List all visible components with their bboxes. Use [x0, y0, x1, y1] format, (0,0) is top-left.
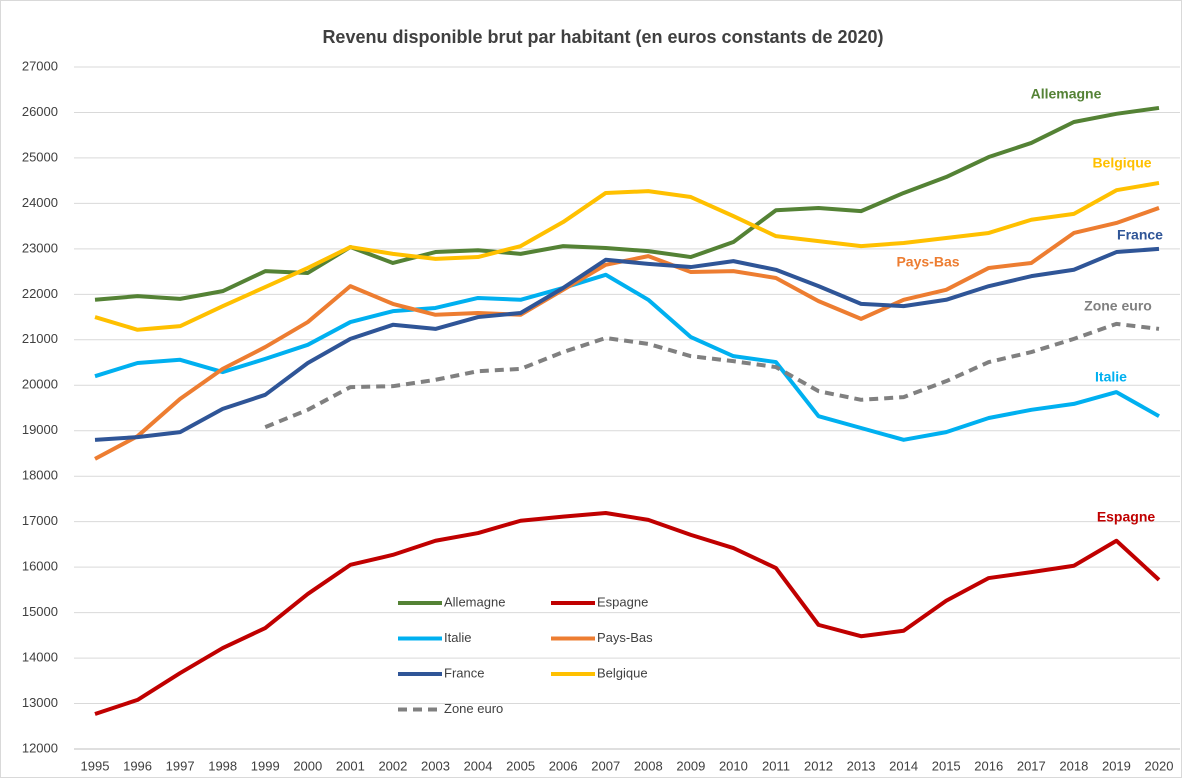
x-tick-label: 2011: [762, 758, 790, 773]
y-tick-label: 21000: [22, 331, 58, 346]
y-tick-label: 18000: [22, 468, 58, 483]
x-tick-label: 1996: [123, 758, 152, 773]
legend-label: Allemagne: [444, 594, 505, 609]
x-tick-label: 2000: [293, 758, 322, 773]
x-tick-label: 2006: [549, 758, 578, 773]
y-tick-label: 12000: [22, 740, 58, 755]
x-tick-label: 2012: [804, 758, 833, 773]
series-end-label: Italie: [1095, 369, 1127, 385]
series-line: [264, 321, 1160, 429]
y-tick-label: 23000: [22, 240, 58, 255]
x-tick-label: 2018: [1059, 758, 1088, 773]
y-tick-label: 26000: [22, 104, 58, 119]
x-tick-label: 2005: [506, 758, 535, 773]
x-tick-label: 2015: [932, 758, 961, 773]
x-tick-label: 2019: [1102, 758, 1131, 773]
series-end-label: Allemagne: [1031, 86, 1102, 102]
x-tick-label: 2008: [634, 758, 663, 773]
x-tick-label: 2016: [974, 758, 1003, 773]
series-line: [94, 180, 1160, 332]
y-tick-label: 13000: [22, 695, 58, 710]
x-tick-label: 2010: [719, 758, 748, 773]
series-end-label: Zone euro: [1084, 298, 1152, 314]
series-end-label: Pays-Bas: [896, 254, 959, 270]
x-tick-label: 2004: [464, 758, 493, 773]
legend-label: Zone euro: [444, 701, 503, 716]
series-line: [94, 246, 1160, 442]
series-end-label: Espagne: [1097, 509, 1156, 525]
y-tick-label: 25000: [22, 149, 58, 164]
legend-label: France: [444, 665, 484, 680]
legend-label: Belgique: [597, 665, 648, 680]
series-line: [94, 272, 1160, 442]
x-tick-label: 2017: [1017, 758, 1046, 773]
x-tick-label: 2013: [847, 758, 876, 773]
x-tick-label: 2009: [676, 758, 705, 773]
y-tick-label: 15000: [22, 604, 58, 619]
x-tick-label: 2020: [1145, 758, 1174, 773]
series-end-label: France: [1117, 227, 1163, 243]
x-tick-label: 1999: [251, 758, 280, 773]
y-tick-label: 27000: [22, 58, 58, 73]
x-tick-label: 1995: [81, 758, 110, 773]
legend-label: Italie: [444, 630, 471, 645]
x-tick-label: 2007: [591, 758, 620, 773]
y-tick-label: 16000: [22, 559, 58, 574]
legend-label: Pays-Bas: [597, 630, 653, 645]
x-tick-label: 2003: [421, 758, 450, 773]
series-line: [94, 105, 1160, 302]
x-tick-label: 1997: [166, 758, 195, 773]
y-tick-label: 17000: [22, 513, 58, 528]
legend-label: Espagne: [597, 594, 648, 609]
y-tick-label: 20000: [22, 377, 58, 392]
x-tick-label: 2002: [378, 758, 407, 773]
series-end-label: Belgique: [1092, 155, 1151, 171]
x-tick-label: 2014: [889, 758, 918, 773]
y-tick-label: 22000: [22, 286, 58, 301]
y-tick-label: 19000: [22, 422, 58, 437]
y-tick-label: 24000: [22, 195, 58, 210]
series-line: [94, 511, 1161, 716]
y-tick-label: 14000: [22, 650, 58, 665]
x-tick-label: 1998: [208, 758, 237, 773]
x-tick-label: 2001: [336, 758, 365, 773]
chart-title: Revenu disponible brut par habitant (en …: [322, 27, 883, 47]
